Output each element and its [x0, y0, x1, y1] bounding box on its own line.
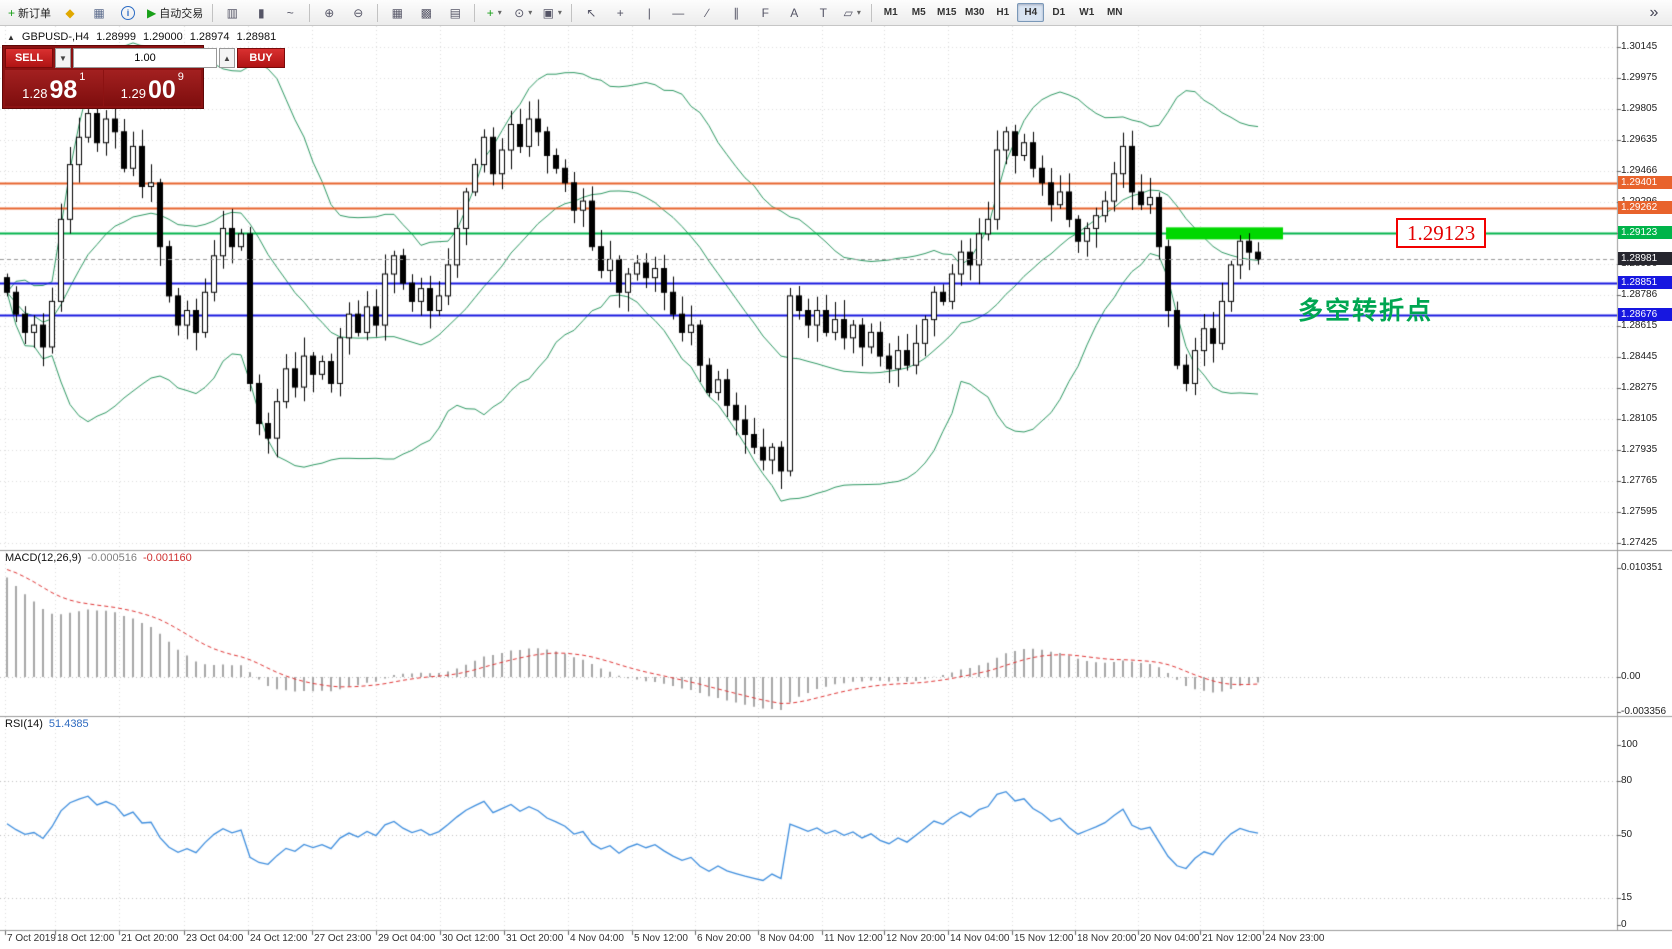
- new-order-button-label: 新订单: [18, 7, 52, 20]
- timeframe-h1-button[interactable]: H1: [996, 7, 1010, 18]
- toolbar: + 新订单 ◆ ▦ i ▶ 自动交易 ▥ ▮ ~ ⊕ ⊖ ▦ ▩ ▤ + ▾ ⊙ ▾ ▣ ▾ ↖ + | — ∕ ∥ F A T ▱ ▾ M1 M…: [0, 0, 1672, 26]
- crosshair-icon: +: [616, 5, 624, 20]
- horizontal-line-button[interactable]: —: [664, 2, 692, 24]
- tile-windows-icon: ▦: [391, 5, 403, 20]
- cascade-windows-icon: ▩: [420, 5, 432, 20]
- cursor-button[interactable]: ↖: [577, 2, 605, 24]
- market-watch-button[interactable]: ▦: [85, 2, 113, 24]
- timeframe-m5-button[interactable]: M5: [911, 7, 926, 18]
- channel-icon: ∥: [733, 5, 740, 20]
- toolbar-overflow-button[interactable]: »: [1649, 3, 1659, 21]
- favorites-icon-button[interactable]: ◆: [56, 2, 84, 24]
- favorites-icon-icon: ◆: [65, 5, 75, 20]
- fibonacci-icon: F: [761, 5, 769, 20]
- cascade-windows-button[interactable]: ▩: [412, 2, 440, 24]
- cursor-icon: ↖: [586, 5, 597, 20]
- templates-button[interactable]: ▣ ▾: [538, 2, 566, 24]
- chevron-down-icon: ▾: [856, 8, 861, 17]
- chart-canvas[interactable]: [0, 26, 1672, 949]
- vertical-line-icon: |: [647, 5, 651, 20]
- text-label-icon: T: [819, 5, 827, 20]
- new-order-icon: +: [8, 5, 16, 20]
- toolbar-separator: [212, 3, 214, 22]
- timeframe-w1-button[interactable]: W1: [1079, 7, 1095, 18]
- trendline-icon: ∕: [706, 5, 709, 20]
- zoom-out-button[interactable]: ⊖: [344, 2, 372, 24]
- info-icon: i: [121, 5, 136, 20]
- timeframe-h4-button[interactable]: H4: [1017, 3, 1045, 22]
- indicators-icon: +: [486, 5, 494, 20]
- chevron-down-icon: ▾: [497, 8, 502, 17]
- market-watch-icon: ▦: [93, 5, 105, 20]
- timeframe-d1-button[interactable]: D1: [1052, 7, 1066, 18]
- horizontal-line-icon: —: [672, 5, 685, 20]
- indicators-button[interactable]: + ▾: [480, 2, 508, 24]
- trendline-button[interactable]: ∕: [693, 2, 721, 24]
- zoom-out-icon: ⊖: [353, 5, 364, 20]
- fibonacci-button[interactable]: F: [751, 2, 779, 24]
- toolbar-separator: [309, 3, 311, 22]
- timeframe-mn-button[interactable]: MN: [1106, 7, 1123, 18]
- shapes-icon: ▱: [843, 5, 853, 20]
- bar-chart-button[interactable]: ▥: [218, 2, 246, 24]
- line-chart-icon: ~: [286, 5, 294, 20]
- periods-button[interactable]: ⊙ ▾: [509, 2, 537, 24]
- text-label-button[interactable]: T: [809, 2, 837, 24]
- bar-chart-icon: ▥: [226, 5, 238, 20]
- vertical-line-button[interactable]: |: [635, 2, 663, 24]
- auto-trading-icon: ▶: [147, 5, 157, 20]
- shapes-button[interactable]: ▱ ▾: [838, 2, 866, 24]
- chevron-down-icon: ▾: [557, 8, 562, 17]
- periods-icon: ⊙: [514, 5, 525, 20]
- candlestick-chart-button[interactable]: ▮: [247, 2, 275, 24]
- zoom-in-icon: ⊕: [324, 5, 335, 20]
- text-icon: A: [790, 5, 799, 20]
- timeframe-m30-button[interactable]: M30: [965, 7, 985, 18]
- channel-button[interactable]: ∥: [722, 2, 750, 24]
- timeframe-m15-button[interactable]: M15: [937, 7, 957, 18]
- crosshair-button[interactable]: +: [606, 2, 634, 24]
- auto-trading-button[interactable]: ▶ 自动交易: [143, 2, 207, 24]
- toolbar-separator: [871, 3, 873, 22]
- line-chart-button[interactable]: ~: [276, 2, 304, 24]
- auto-arrange-icon: ▤: [449, 5, 461, 20]
- tile-windows-button[interactable]: ▦: [383, 2, 411, 24]
- auto-arrange-button[interactable]: ▤: [441, 2, 469, 24]
- toolbar-separator: [377, 3, 379, 22]
- timeframe-m1-button[interactable]: M1: [883, 7, 898, 18]
- new-order-button[interactable]: + 新订单: [4, 2, 55, 24]
- text-button[interactable]: A: [780, 2, 808, 24]
- auto-trading-button-label: 自动交易: [159, 7, 204, 20]
- templates-icon: ▣: [542, 5, 554, 20]
- zoom-in-button[interactable]: ⊕: [315, 2, 343, 24]
- chevron-down-icon: ▾: [528, 8, 533, 17]
- toolbar-separator: [571, 3, 573, 22]
- candlestick-chart-icon: ▮: [257, 5, 265, 20]
- toolbar-separator: [474, 3, 476, 22]
- info-button[interactable]: i: [114, 2, 142, 24]
